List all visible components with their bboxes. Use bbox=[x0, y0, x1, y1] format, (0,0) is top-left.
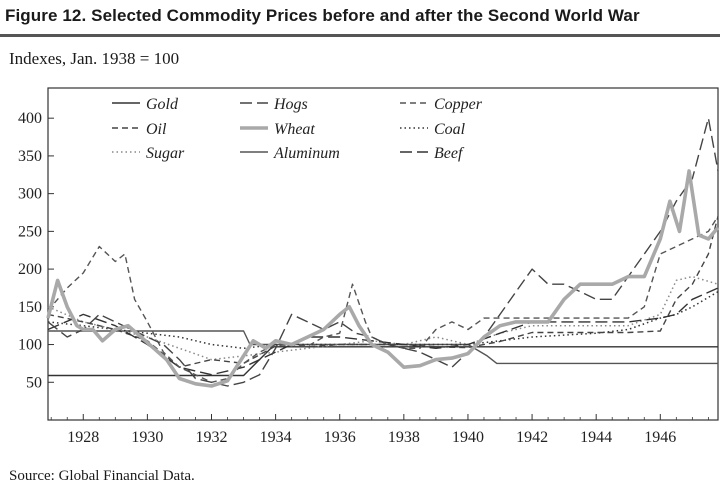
y-tick-label: 150 bbox=[18, 299, 42, 316]
legend-label-copper: Copper bbox=[434, 96, 483, 113]
series-layer bbox=[46, 117, 720, 388]
x-tick-label: 1940 bbox=[452, 429, 484, 446]
y-tick-label: 400 bbox=[18, 110, 42, 127]
legend-label-oil: Oil bbox=[146, 121, 167, 138]
y-tick-label: 200 bbox=[18, 261, 42, 278]
y-tick-label: 300 bbox=[18, 186, 42, 203]
x-tick-label: 1936 bbox=[324, 429, 356, 446]
legend-label-gold: Gold bbox=[146, 96, 179, 113]
series-line-wheat bbox=[46, 169, 720, 388]
series-line-beef bbox=[47, 287, 719, 376]
y-tick-label: 350 bbox=[18, 148, 42, 165]
x-tick-label: 1932 bbox=[195, 429, 227, 446]
y-axis-units-label: Indexes, Jan. 1938 = 100 bbox=[9, 49, 180, 68]
y-tick-label: 100 bbox=[18, 337, 42, 354]
legend-label-wheat: Wheat bbox=[274, 121, 315, 138]
plot-frame bbox=[47, 87, 719, 421]
x-tick-label: 1938 bbox=[388, 429, 420, 446]
legend-label-hogs: Hogs bbox=[273, 96, 308, 113]
source-note: Source: Global Financial Data. bbox=[9, 468, 195, 484]
x-tick-label: 1928 bbox=[67, 429, 99, 446]
legend-label-sugar: Sugar bbox=[146, 145, 185, 162]
series-line-copper bbox=[47, 215, 719, 383]
x-tick-label: 1930 bbox=[131, 429, 163, 446]
figure-title: Figure 12. Selected Commodity Prices bef… bbox=[5, 6, 640, 25]
legend-label-coal: Coal bbox=[434, 121, 466, 138]
legend-label-aluminum: Aluminum bbox=[273, 145, 340, 162]
series-line-oil bbox=[47, 216, 719, 368]
legend-label-beef: Beef bbox=[434, 145, 465, 162]
x-tick-label: 1944 bbox=[580, 429, 612, 446]
axes: 50 100 150 200 250 300 350 400 1928 1930 1932 1934 1… bbox=[18, 110, 709, 446]
series-line-coal bbox=[47, 291, 719, 350]
y-tick-label: 50 bbox=[26, 374, 42, 391]
x-tick-label: 1934 bbox=[260, 429, 292, 446]
legend: Gold Oil Sugar Hogs Wheat Aluminum Copper Coal B… bbox=[112, 96, 483, 162]
x-tick-label: 1942 bbox=[516, 429, 548, 446]
x-tick-label: 1946 bbox=[644, 429, 676, 446]
title-rule bbox=[0, 34, 720, 37]
y-tick-label: 250 bbox=[18, 223, 42, 240]
